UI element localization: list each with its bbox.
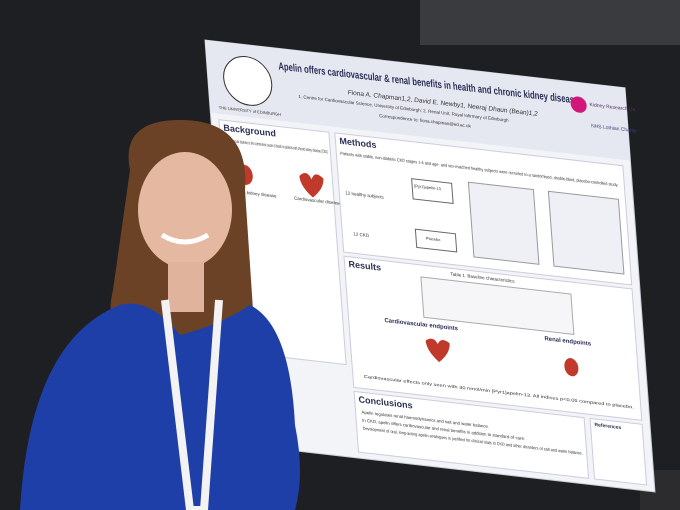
group: 12 CKD (353, 231, 370, 238)
arm-box (414, 228, 458, 253)
references-panel (589, 417, 648, 486)
dress (20, 303, 300, 510)
group: 12 healthy subjects (345, 190, 385, 199)
heart-icon (299, 173, 324, 198)
neck (168, 262, 204, 312)
logo: NHS Lothian Charity (591, 123, 637, 134)
arm: Placebo (426, 236, 442, 243)
logo: Kidney Research UK (589, 102, 636, 113)
smile (160, 232, 210, 245)
references: References (594, 422, 622, 431)
kidney-icon (564, 358, 579, 377)
label: Cardiovascular disease (294, 196, 341, 206)
outcome-box (467, 181, 540, 265)
heart-icon (425, 338, 450, 363)
arm-box (411, 178, 454, 205)
person: ASN (20, 120, 300, 510)
outcome-box (547, 190, 625, 275)
section-heading: Methods (339, 136, 377, 150)
lanyard (161, 299, 223, 510)
poster-header (205, 40, 631, 161)
subheading: Renal endpoints (544, 336, 592, 347)
section-heading: Results (348, 259, 381, 273)
face (138, 152, 232, 268)
logo-icon (570, 96, 587, 113)
lanyard-text: ASN (213, 419, 228, 442)
arm: [Pyr1]apelin-13 (414, 183, 442, 191)
table (420, 276, 575, 335)
conclusions-panel (353, 390, 590, 479)
label: Chronic kidney disease (230, 188, 277, 198)
ceiling (420, 0, 680, 45)
crest (223, 56, 273, 106)
